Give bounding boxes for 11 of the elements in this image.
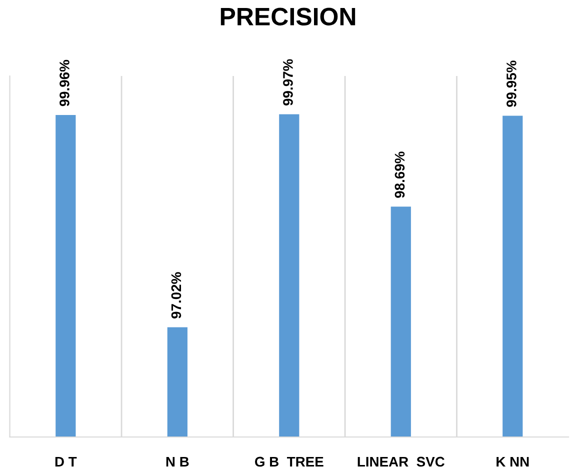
chart-title: PRECISION [220,8,356,26]
x-tick-label: K NN [496,456,529,467]
x-tick-label: N B [166,456,189,467]
x-tick-label: D T [55,456,77,467]
data-label: 98.69% [394,152,405,198]
data-label: 99.95% [506,60,516,107]
data-label: 97.02% [171,272,182,318]
x-tick-label: G B TREE [254,456,324,467]
x-tick-label: LINEAR SVC [358,456,444,467]
data-label: 99.96% [60,60,70,106]
data-label: 99.97% [283,59,293,106]
